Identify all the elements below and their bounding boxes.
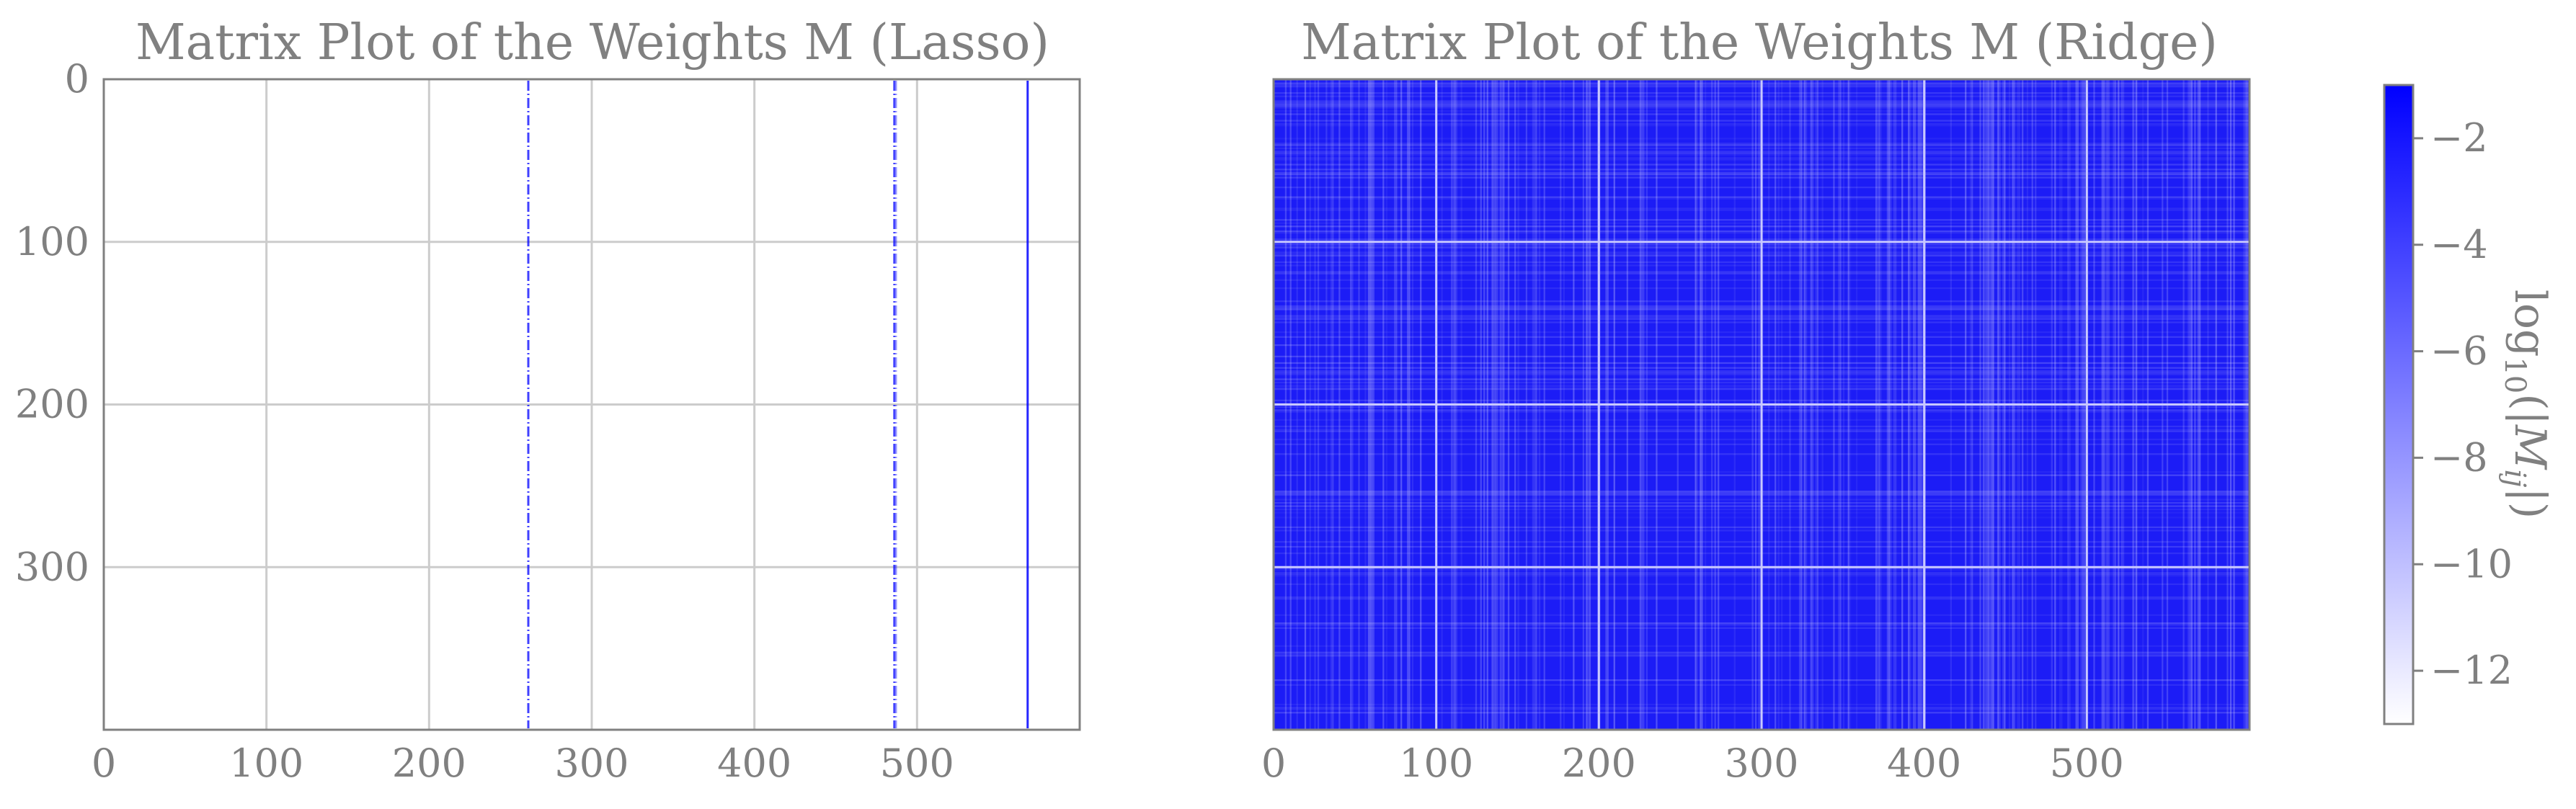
colorbar-tick-label: −8 (2430, 434, 2488, 480)
lasso-y-tick-label: 300 (15, 544, 89, 589)
ridge-x-tick-label: 300 (1724, 741, 1798, 786)
lasso-y-tick-labels: 0 100 200 300 (15, 56, 89, 589)
colorbar-tick-label: −12 (2430, 648, 2513, 693)
lasso-x-tick-label: 200 (392, 741, 466, 786)
lasso-x-tick-label: 300 (554, 741, 629, 786)
ridge-x-tick-label: 400 (1887, 741, 1961, 786)
colorbar-tick-label: −6 (2430, 328, 2488, 374)
ridge-x-tick-labels: 0 100 200 300 400 500 (1261, 741, 2124, 786)
ridge-x-tick-label: 500 (2050, 741, 2124, 786)
ridge-x-tick-label: 200 (1562, 741, 1636, 786)
lasso-x-tick-label: 400 (717, 741, 791, 786)
ridge-panel: Matrix Plot of the Weights M (Ridge) 0 10… (1261, 14, 2251, 786)
lasso-x-tick-label: 500 (880, 741, 954, 786)
lasso-y-tick-label: 0 (65, 56, 89, 102)
ridge-x-tick-label: 100 (1399, 741, 1473, 786)
colorbar-gradient (2383, 84, 2415, 725)
ridge-x-tick-label: 0 (1261, 741, 1286, 786)
lasso-panel: Matrix Plot of the Weights M (Lasso) 0 10… (15, 14, 1081, 786)
colorbar-ticks: −2 −4 −6 −8 −10 −12 (2413, 115, 2513, 693)
ridge-plot-frame (1272, 78, 2251, 731)
colorbar-label: log10(|Mij|) (2498, 290, 2555, 519)
lasso-y-tick-label: 100 (15, 219, 89, 264)
lasso-plot-frame (102, 78, 1081, 731)
lasso-x-tick-label: 100 (229, 741, 303, 786)
colorbar-tick-label: −2 (2430, 115, 2488, 161)
colorbar-tick-label: −4 (2430, 222, 2488, 267)
ridge-title: Matrix Plot of the Weights M (Ridge) (1301, 14, 2218, 71)
colorbar-tick-label: −10 (2430, 541, 2513, 586)
colorbar: −2 −4 −6 −8 −10 −12 log10(|Mij|) (2383, 84, 2555, 725)
lasso-x-tick-label: 0 (92, 741, 116, 786)
ridge-grid (1274, 79, 2249, 730)
lasso-weight-columns (527, 81, 1029, 728)
lasso-y-tick-label: 200 (15, 382, 89, 427)
lasso-x-tick-labels: 0 100 200 300 400 500 (92, 741, 954, 786)
lasso-grid (104, 79, 1080, 730)
lasso-title: Matrix Plot of the Weights M (Lasso) (136, 14, 1049, 71)
